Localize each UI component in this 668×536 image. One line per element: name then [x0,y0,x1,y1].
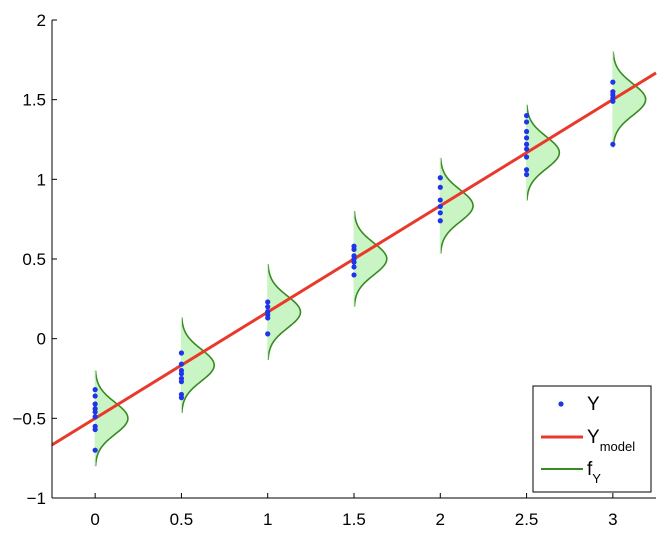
point-1-3 [178,371,185,377]
point-2-1 [265,304,271,310]
point-2-4 [265,315,271,321]
point-4-1 [437,184,443,190]
legend-label-1: Ymodel [587,427,635,454]
point-4-3 [437,203,443,210]
point-0-5 [92,414,98,420]
density-curve-3 [353,211,388,307]
point-0-7 [92,426,98,433]
x-tick-label-3: 1.5 [342,510,366,529]
y-tick-label-2: 0 [37,330,46,349]
y-tick-label-3: 0.5 [22,250,46,269]
point-1-5 [178,379,185,385]
density-fill-4 [440,157,474,254]
point-3-1 [351,246,357,253]
density-fill-1 [181,317,215,413]
point-4-4 [437,210,443,216]
density-fill-0 [95,370,128,467]
data-points [92,79,616,453]
point-5-7 [523,167,530,173]
point-5-1 [523,119,530,125]
point-5-5 [523,146,530,152]
point-0-0 [92,387,98,393]
point-4-2 [437,197,443,203]
x-tick-label-4: 2 [436,510,445,529]
legend-label-2: fY [587,459,601,486]
point-5-6 [523,154,530,160]
point-3-6 [351,272,357,278]
y-tick-label-0: −1 [27,489,46,508]
y-tick-label-6: 2 [37,11,46,30]
x-tick-label-5: 2.5 [515,510,539,529]
x-tick-label-0: 0 [90,510,99,529]
density-curve-2 [267,264,302,360]
x-tick-label-1: 0.5 [170,510,194,529]
legend-box [532,385,652,493]
point-4-0 [437,175,443,181]
x-tick-label-6: 3 [608,510,617,529]
point-0-4 [92,409,98,415]
axes: 0 0.5 1 1.5 2 2.5 3 −1 −0.5 0 0.5 1 1.5 2 [12,11,656,529]
density-curve-0 [94,370,129,467]
density-curve-6 [612,51,647,148]
y-tick-label-1: −0.5 [12,409,46,428]
point-1-7 [178,395,185,401]
density-fill-5 [526,104,560,201]
density-fill-2 [267,264,301,360]
point-5-4 [523,141,530,147]
density-curve-4 [439,157,474,254]
point-5-3 [523,135,530,141]
point-5-0 [523,113,530,119]
density-fill-6 [612,51,646,148]
point-5-8 [523,171,530,178]
point-0-2 [92,401,98,407]
point-3-5 [351,264,357,270]
legend-label-0: Y [587,394,600,415]
x-tick-label-2: 1 [263,510,272,529]
legend-marker-points [558,401,564,407]
point-5-2 [523,128,530,135]
density-curve-5 [526,104,561,201]
point-2-0 [265,299,271,305]
point-6-0 [610,79,616,85]
point-2-5 [265,331,271,337]
point-1-0 [178,350,185,356]
density-curve-1 [180,317,216,414]
density-fill-3 [354,211,387,307]
point-1-1 [178,361,185,367]
point-6-4 [610,98,616,104]
y-tick-label-4: 1 [37,170,46,189]
point-0-8 [92,447,98,453]
point-4-5 [437,218,443,224]
point-6-5 [610,141,616,147]
y-tick-label-5: 1.5 [22,91,46,110]
point-3-4 [351,259,357,265]
point-0-1 [92,393,98,399]
legend: Y Ymodel fY [532,385,652,493]
